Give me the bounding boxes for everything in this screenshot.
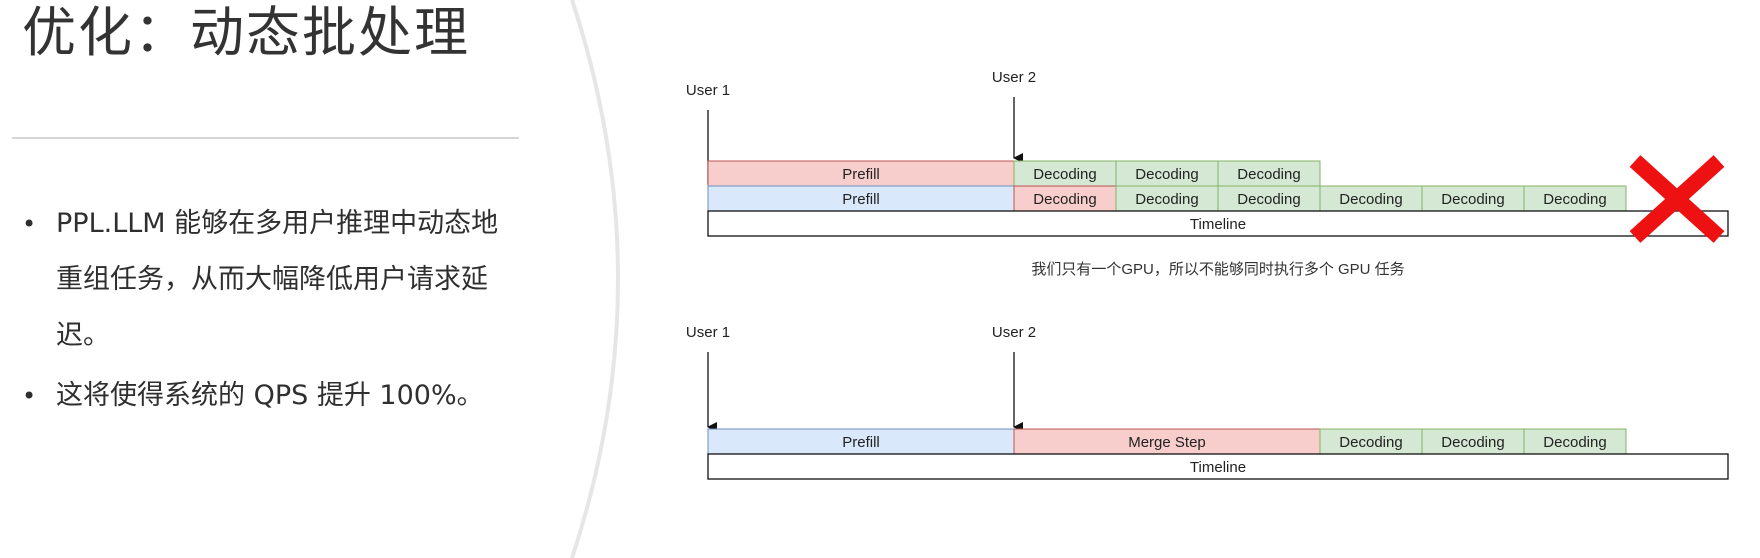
task-label: Decoding [1339,191,1402,208]
task-label: Decoding [1543,191,1606,208]
task-label: Decoding [1033,166,1096,183]
bullet-text: 这将使得系统的 QPS 提升 100%。 [56,380,484,411]
task-label: Merge Step [1128,434,1206,451]
task-block [1523,428,1627,455]
task-label: Decoding [1339,434,1402,451]
task-block [1115,160,1219,187]
bullet-item: • 这将使得系统的 QPS 提升 100%。 [22,368,522,424]
task-label: Decoding [1135,166,1198,183]
timeline-label: Timeline [1190,459,1246,476]
timeline-bar [707,453,1729,480]
task-label: Prefill [842,166,880,183]
task-block [1013,160,1117,187]
task-label: Decoding [1441,191,1504,208]
user-label: User 2 [992,69,1036,86]
task-block [707,160,1015,187]
background-arc [570,0,620,558]
task-label: Prefill [842,434,880,451]
bullet-text: PPL.LLM 能够在多用户推理中动态地重组任务，从而大幅降低用户请求延迟。 [56,208,499,351]
bullet-dot-icon: • [22,210,37,238]
task-label: Decoding [1441,434,1504,451]
task-block [1421,185,1525,212]
cross-icon [1629,155,1725,243]
bullet-dot-icon: • [22,382,37,410]
user-label: User 1 [686,82,730,99]
user-label: User 2 [992,324,1036,341]
timeline-bar [707,210,1729,237]
task-block [1013,428,1321,455]
task-label: Decoding [1033,191,1096,208]
task-label: Decoding [1237,191,1300,208]
user-label: User 1 [686,324,730,341]
task-block [1217,185,1321,212]
task-label: Prefill [842,191,880,208]
title-divider [12,137,519,139]
timeline-label: Timeline [1190,216,1246,233]
bullet-list: • PPL.LLM 能够在多用户推理中动态地重组任务，从而大幅降低用户请求延迟。… [22,196,522,424]
task-label: Decoding [1237,166,1300,183]
batching-diagram: User 1 User 2 Prefill Decoding Decoding Decod… [686,69,1729,480]
text-panel: 优化：动态批处理 • PPL.LLM 能够在多用户推理中动态地重组任务，从而大幅… [0,0,620,558]
task-label: Decoding [1543,434,1606,451]
task-block [1319,185,1423,212]
bullet-item: • PPL.LLM 能够在多用户推理中动态地重组任务，从而大幅降低用户请求延迟。 [22,196,522,364]
task-block [1421,428,1525,455]
task-label: Decoding [1135,191,1198,208]
diagram-caption: 我们只有一个GPU，所以不能够同时执行多个 GPU 任务 [1031,261,1404,278]
task-block [707,428,1015,455]
slide-title: 优化：动态批处理 [22,1,470,64]
